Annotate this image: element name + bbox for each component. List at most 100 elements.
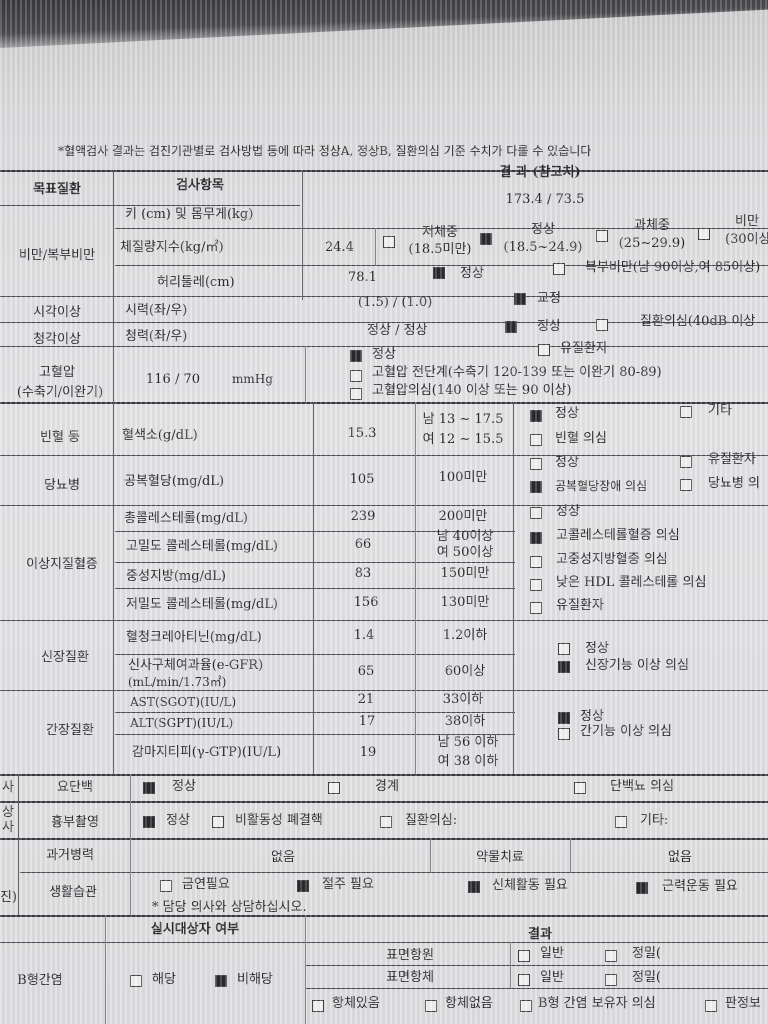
- hepb-antibody-no-checkbox: [425, 1000, 437, 1012]
- antigen-option-label: 일반: [540, 946, 564, 961]
- liver-normal-checkbox: [558, 712, 570, 724]
- ast-item: AST(SGOT)(IU/L): [130, 695, 237, 709]
- hepb-not-applicable-checkbox: [215, 975, 227, 987]
- chest-suspect-checkbox: [380, 816, 392, 828]
- hepb-applicable-checkbox: [130, 975, 142, 987]
- alt-item: ALT(SGPT)(IU/L): [130, 716, 234, 730]
- hepb-target-header: 실시대상자 여부: [150, 922, 240, 937]
- lifestyle-option-label: 신체활동 필요: [492, 878, 568, 893]
- urine-option-label: 경계: [375, 779, 399, 794]
- hdl-item: 고밀도 콜레스테롤(mg/dL): [126, 539, 278, 554]
- lifestyle-strength-checkbox: [636, 882, 648, 894]
- waist-label: 허리둘레(cm): [157, 275, 235, 290]
- diabetes-label: 당뇨병: [44, 478, 80, 493]
- total-cholesterol-value: 239: [350, 509, 376, 524]
- ldl-item: 저밀도 콜레스테롤(mg/dL): [126, 597, 278, 612]
- medication-label: 약물치료: [476, 850, 524, 865]
- obesity-label: 비만/복부비만: [18, 248, 96, 263]
- lifestyle-note: * 담당 의사와 상담하십시오.: [152, 900, 307, 915]
- bmi-underweight-checkbox: [383, 236, 395, 248]
- vision-value: (1.5) / (1.0): [358, 295, 433, 310]
- lipid-option-label: 유질환자: [556, 598, 604, 613]
- bmi-option-label: 정상: [531, 222, 555, 237]
- chest-side-label: 상 사: [2, 805, 14, 835]
- lifestyle-smoking-checkbox: [160, 880, 172, 892]
- diabetes-suspect-checkbox: [680, 479, 692, 491]
- height-weight-value: 173.4 / 73.5: [505, 192, 585, 207]
- hepb-antibody-yes-checkbox: [312, 1000, 324, 1012]
- egfr-ref: 60이상: [444, 664, 486, 679]
- hepb-label: B형간염: [17, 973, 63, 988]
- divider: [415, 402, 416, 774]
- bmi-option-label: 과체중: [634, 218, 670, 233]
- hearing-value: 정상 / 정상: [367, 323, 428, 338]
- liver-option-label: 정상: [580, 709, 604, 724]
- bmi-option-range: (18.5~24.9): [503, 240, 583, 255]
- ast-ref: 33이하: [442, 692, 484, 707]
- kidney-option-label: 정상: [585, 641, 609, 656]
- divider: [0, 505, 768, 506]
- divider: [0, 774, 768, 776]
- chest-tb-checkbox: [212, 816, 224, 828]
- waist-option-label: 복부비만(남 90이상,여 85이상): [585, 260, 761, 275]
- divider: [0, 205, 300, 206]
- lifestyle-alcohol-checkbox: [297, 880, 309, 892]
- divider: [0, 402, 768, 404]
- hemoglobin-ref-female: 여 12 ~ 15.5: [422, 432, 504, 447]
- lipid-option-label: 낮은 HDL 콜레스테롤 의심: [556, 575, 707, 590]
- kidney-label: 신장질환: [41, 650, 89, 665]
- monitor-bezel: [0, 0, 768, 48]
- divider: [115, 588, 515, 589]
- bp-label: 고혈압: [39, 365, 75, 380]
- ldl-ref: 130미만: [440, 595, 490, 610]
- anemia-suspect-checkbox: [530, 434, 542, 446]
- diabetes-existing-checkbox: [680, 456, 692, 468]
- chest-option-label: 비활동성 폐결핵: [235, 813, 323, 828]
- bmi-option-label: 비만: [735, 214, 759, 229]
- divider: [0, 322, 768, 323]
- hearing-suspect-checkbox: [596, 319, 608, 331]
- anemia-option-label: 기타: [708, 403, 732, 418]
- side-label: 진): [0, 890, 18, 905]
- ast-value: 21: [357, 692, 375, 707]
- triglyceride-ref: 150미만: [440, 566, 490, 581]
- lifestyle-activity-checkbox: [468, 881, 480, 893]
- divider: [115, 531, 515, 532]
- vision-label: 시각이상: [33, 305, 81, 320]
- total-cholesterol-ref: 200미만: [438, 509, 488, 524]
- chest-option-label: 정상: [166, 813, 190, 828]
- divider: [305, 915, 306, 1024]
- anemia-other-checkbox: [680, 406, 692, 418]
- urine-proteinuria-checkbox: [574, 782, 586, 794]
- divider: [130, 774, 131, 915]
- hepb-target-option-label: 비해당: [237, 972, 273, 987]
- past-history-value: 없음: [271, 850, 295, 865]
- lipid-hypercholesterolemia-checkbox: [530, 532, 542, 544]
- divider: [510, 942, 511, 988]
- liver-option-label: 간기능 이상 의심: [580, 724, 672, 739]
- hdl-value: 66: [354, 537, 372, 552]
- glucose-ref: 100미만: [438, 470, 488, 485]
- urine-borderline-checkbox: [328, 782, 340, 794]
- hemoglobin-item: 혈색소(g/dL): [122, 428, 198, 443]
- divider: [0, 838, 768, 840]
- bmi-obese-checkbox: [698, 228, 710, 240]
- bmi-option-range: (30이상: [725, 232, 768, 247]
- hemoglobin-value: 15.3: [347, 426, 377, 441]
- divider: [375, 228, 376, 265]
- ggt-ref-female: 여 38 이하: [437, 754, 499, 769]
- bmi-value: 24.4: [325, 240, 354, 255]
- header-test-item: 검사항목: [176, 178, 224, 193]
- diabetes-option-label: 정상: [555, 455, 579, 470]
- hearing-normal-checkbox: [505, 321, 517, 333]
- antibody-option-label: 일반: [540, 970, 564, 985]
- total-cholesterol-item: 총콜레스테롤(mg/dL): [124, 511, 248, 526]
- divider: [113, 170, 114, 775]
- bp-existing-checkbox: [538, 344, 550, 356]
- header-result: 결 과 (참고치): [499, 165, 581, 180]
- lipid-option-label: 고중성지방혈증 의심: [556, 552, 668, 567]
- egfr-value: 65: [357, 664, 375, 679]
- anemia-label: 빈혈 등: [39, 430, 81, 445]
- bmi-option-label: 저체중: [422, 225, 458, 240]
- divider: [0, 170, 768, 172]
